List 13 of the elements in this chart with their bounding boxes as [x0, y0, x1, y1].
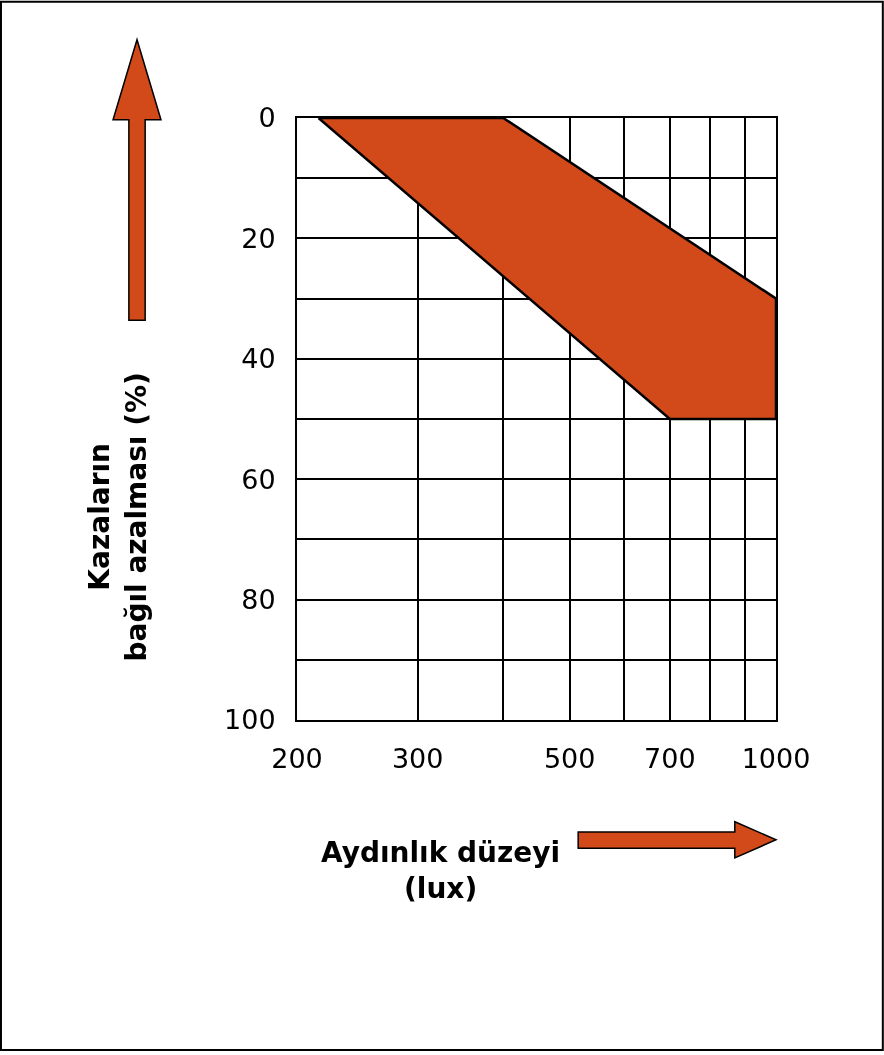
x-tick-label: 200: [271, 743, 323, 775]
x-tick-label: 1000: [741, 743, 811, 775]
y-tick-label: 80: [241, 584, 276, 616]
x-axis-title: Aydınlık düzeyi (lux): [321, 836, 561, 906]
y-tick-label: 40: [241, 343, 276, 375]
x-tick-label: 500: [543, 743, 596, 775]
y-axis-title: Kazaların bağıl azalması (%): [83, 372, 153, 662]
y-tick-label: 100: [224, 704, 276, 736]
x-tick-label: 300: [391, 743, 444, 775]
y-tick-label: 20: [241, 222, 276, 254]
y-tick-label: 0: [258, 102, 276, 134]
y-tick-label: 60: [241, 463, 276, 495]
x-tick-label: 700: [644, 743, 696, 775]
